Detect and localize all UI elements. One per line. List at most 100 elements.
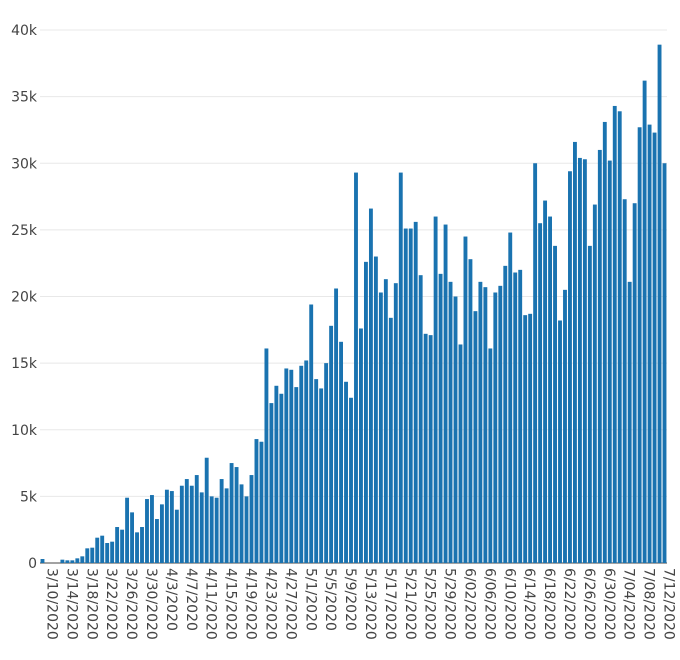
bar [518,269,523,563]
bar [130,512,134,563]
x-tick-label: 5/17/2020 [382,568,398,640]
bar [587,245,592,563]
x-tick-label: 4/7/2020 [183,568,199,631]
x-tick-label: 6/02/2020 [461,568,477,640]
x-tick-label: 6/18/2020 [541,568,557,640]
bar [423,333,428,563]
x-tick-label: 6/26/2020 [581,568,597,640]
bar [508,232,513,564]
bar [642,80,647,563]
bar [164,489,169,563]
bar [393,283,398,563]
bar [329,325,334,563]
bar [383,279,388,563]
bar [314,379,319,563]
bar [294,387,299,563]
y-tick-label: 30k [11,156,38,172]
x-tick-label: 6/22/2020 [561,568,577,640]
bar [319,388,324,563]
x-tick-label: 7/12/2020 [661,568,677,640]
bar [458,344,463,563]
bar [199,492,204,563]
bar [373,256,378,563]
bar [652,132,657,563]
bar [140,527,144,563]
bar [553,245,557,563]
bar [612,105,617,563]
bar [463,236,468,564]
bar [334,288,339,563]
bar [259,441,264,563]
x-tick-label: 7/08/2020 [641,568,657,640]
gridlines [40,29,667,564]
bar [403,228,408,564]
x-tick-label: 3/10/2020 [43,568,59,640]
bar [324,363,329,564]
bar [468,259,473,563]
bar [408,228,413,564]
x-tick-label: 5/13/2020 [362,568,378,640]
bar [179,485,184,563]
bar [70,560,75,563]
x-tick-label: 4/23/2020 [262,568,278,640]
bar [657,44,662,564]
y-tick-label: 15k [11,356,38,372]
bar [120,529,125,563]
bar [145,499,149,563]
x-tick-label: 4/27/2020 [282,568,298,640]
bar [413,221,418,563]
bar [299,365,304,563]
bar [339,341,343,563]
bar [229,463,234,563]
bar [349,397,353,563]
bar [398,172,403,563]
bar [388,317,393,563]
x-tick-label: 3/18/2020 [83,568,99,640]
bar [289,369,294,563]
bar [110,541,115,563]
bar [90,547,95,563]
bar [244,496,249,564]
bar [174,509,179,563]
x-tick-label: 3/30/2020 [143,568,159,640]
bar [563,289,567,563]
bar [493,292,498,563]
bar [637,127,642,564]
bar [159,504,164,563]
bars [40,44,667,564]
bar [274,385,279,563]
bar [254,439,259,563]
bar [169,491,174,563]
bar [448,281,453,563]
bar [304,360,309,563]
bar [100,535,105,563]
bar [155,519,159,563]
bar [503,265,508,563]
bar [204,457,209,563]
bar [617,111,622,563]
bar [364,261,368,563]
bar [523,315,528,563]
bar [219,479,224,563]
bar [65,560,70,563]
bar [135,532,139,563]
bar [378,292,383,563]
bar [577,157,582,564]
bar [528,313,533,563]
bar [264,348,269,563]
bar [214,497,219,563]
bar [85,548,90,563]
bar [498,285,503,563]
x-tick-label: 5/29/2020 [442,568,458,640]
bar [150,495,154,563]
x-tick-label: 3/22/2020 [103,568,119,640]
bar [125,497,130,563]
bar [513,272,518,563]
y-tick-label: 35k [11,90,38,106]
y-tick-label: 5k [20,489,38,505]
bar [40,559,45,563]
bar [538,223,543,563]
bar [234,467,239,563]
bar [194,475,199,563]
x-axis-tick-labels: 3/10/2020 3/14/2020 3/18/2020 3/22/2020 3/26… [43,568,676,640]
